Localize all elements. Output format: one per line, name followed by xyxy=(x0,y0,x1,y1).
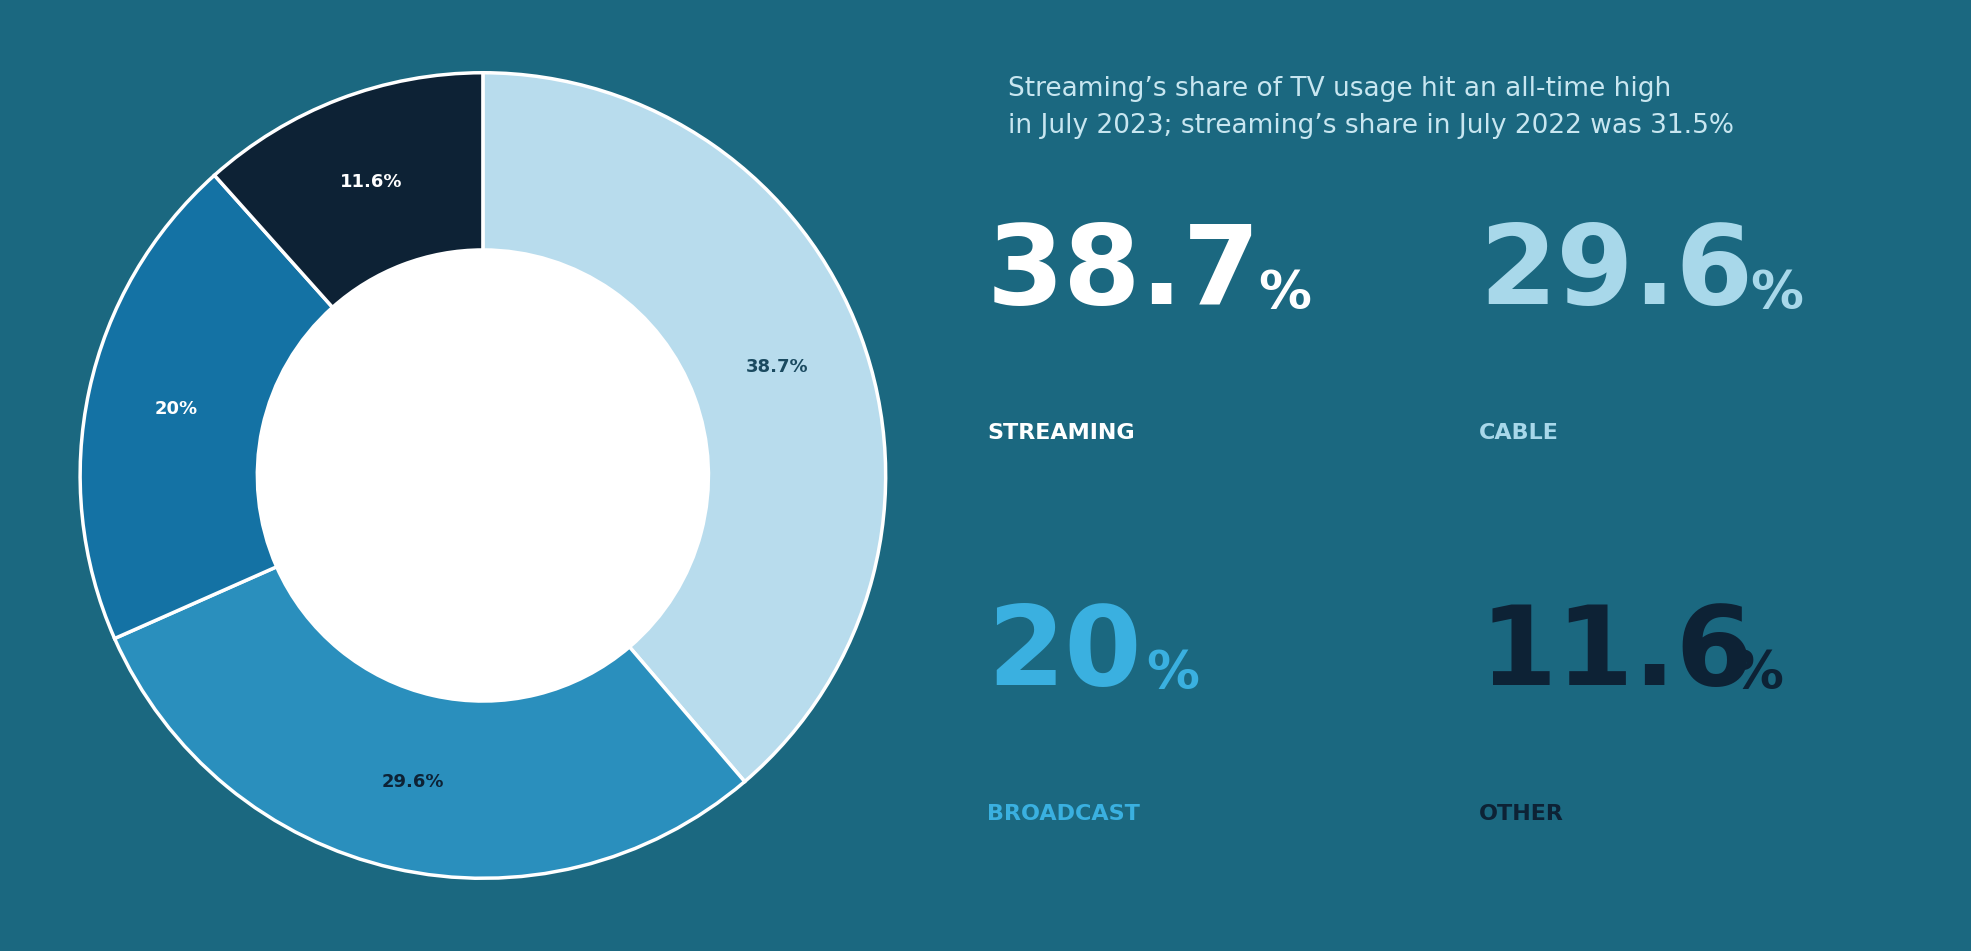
Text: %: % xyxy=(1259,268,1311,320)
Text: STREAMING: STREAMING xyxy=(987,423,1135,443)
Wedge shape xyxy=(114,567,745,879)
Text: 11.6%: 11.6% xyxy=(339,173,402,191)
Text: BROADCAST: BROADCAST xyxy=(987,804,1139,824)
Text: Streaming’s share of TV usage hit an all-time high
in July 2023; streaming’s sha: Streaming’s share of TV usage hit an all… xyxy=(1007,76,1734,139)
Text: 20%: 20% xyxy=(154,400,197,418)
Text: OTHER: OTHER xyxy=(1478,804,1563,824)
Text: %: % xyxy=(1750,268,1803,320)
Text: CABLE: CABLE xyxy=(1478,423,1559,443)
Text: 38.7%: 38.7% xyxy=(747,358,808,376)
Text: 29.6: 29.6 xyxy=(1478,221,1752,327)
Wedge shape xyxy=(81,175,333,638)
Text: 20: 20 xyxy=(987,601,1141,708)
Text: %: % xyxy=(1731,649,1784,701)
Wedge shape xyxy=(483,72,885,782)
Text: 38.7: 38.7 xyxy=(987,221,1261,327)
Text: 11.6: 11.6 xyxy=(1478,601,1752,708)
Circle shape xyxy=(258,250,708,701)
Text: 29.6%: 29.6% xyxy=(382,773,445,791)
Wedge shape xyxy=(215,72,483,307)
Text: %: % xyxy=(1145,649,1198,701)
